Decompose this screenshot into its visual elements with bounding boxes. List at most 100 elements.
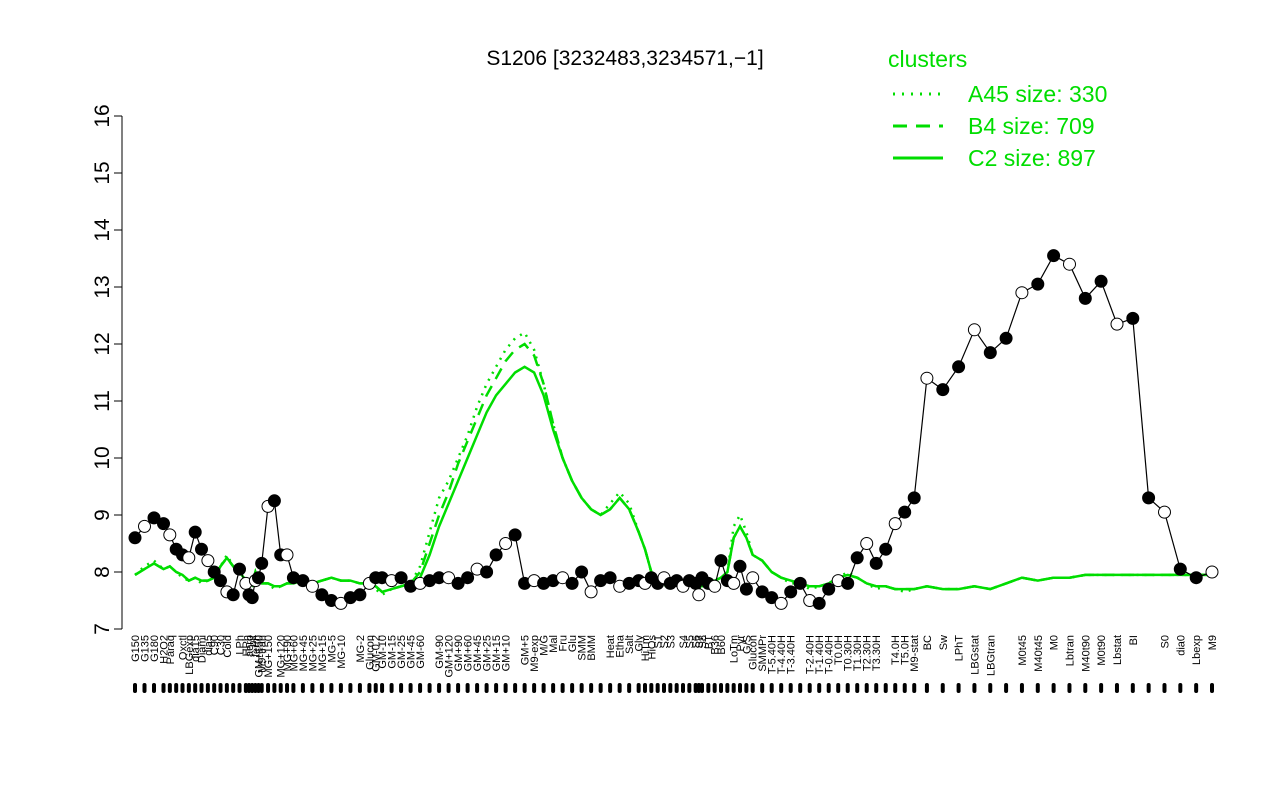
x-tick-label: MG+45 [298,635,310,671]
x-tick-label: T-3.40H [786,635,798,674]
data-point [1189,571,1203,585]
rug-marker [636,683,641,693]
data-point [556,571,570,585]
rug-marker [142,683,147,693]
rug-marker [1210,683,1214,693]
x-tick-label: Diami [197,635,209,663]
x-tick-label: BT [703,635,715,649]
data-point [784,585,798,599]
y-tick-label: 11 [91,390,114,412]
rug-marker [174,683,179,693]
x-tick-label: GM+120 [444,635,456,678]
x-tick-label: T2.30H [862,635,874,671]
x-tick-label: G135 [140,635,152,662]
rug-marker [348,683,353,693]
data-point [850,551,864,565]
data-point [226,588,240,602]
rug-marker [661,683,666,693]
rug-marker [247,683,252,693]
rug-marker [541,683,546,693]
rug-marker [725,683,730,693]
data-point [255,556,269,570]
data-point [920,371,934,385]
x-tick-label: GM+5 [520,635,532,665]
y-tick-label: 13 [91,275,114,298]
x-tick-label: T0.0H [833,635,845,665]
x-tick-label: GM-25 [396,635,408,669]
chart-title: S1206 [3232483,3234571,−1] [486,47,763,70]
series-line-dashed [134,342,1212,594]
data-point [267,494,281,508]
x-tick-label: HiTm [640,635,652,661]
data-point [733,559,747,573]
rug-marker [484,683,489,693]
data-point [442,571,456,585]
rug-marker [278,683,283,693]
x-tick-label: GM+90 [453,635,465,671]
rug-marker [399,683,404,693]
data-point [812,596,826,610]
x-tick-label: S3 [665,635,677,648]
rug-marker [494,683,499,693]
rug-marker [465,683,470,693]
x-tick-label: Salt [624,635,636,654]
data-point [1126,311,1140,325]
data-point [233,562,246,576]
rug-marker [893,683,898,693]
rug-marker [167,683,172,693]
x-tick-label: aero [244,635,256,657]
rug-marker [152,683,157,693]
rug-marker [700,683,705,693]
x-tick-label: S7 [694,635,706,648]
data-point [755,585,769,599]
data-point [869,556,883,570]
x-tick-label: GM+150 [254,635,266,678]
data-point [879,542,893,556]
x-tick-label: LoTm [729,635,741,663]
x-tick-label: BC [922,635,934,650]
rug-marker [513,683,518,693]
data-point [739,582,753,596]
x-tick-label: B36 [710,635,722,655]
data-point [584,585,598,599]
y-axis: 7 8 9 10 11 12 13 14 15 16 [91,104,123,635]
rug-marker [231,683,236,693]
data-point [822,582,836,596]
x-tick-label: ferm [250,635,262,657]
data-point [252,571,265,585]
rug-marker [133,683,137,693]
x-tick-label: Mal [548,635,560,653]
rug-marker [826,683,831,693]
data-point [499,537,513,550]
data-point [353,588,367,602]
x-tick-label: GM+60 [463,635,475,671]
rug-marker [1162,683,1167,693]
rug-marker [617,683,622,693]
data-point [1173,562,1187,576]
x-tick-label: Cold [222,635,234,658]
data-point [1063,257,1076,271]
rug-marker [243,683,248,693]
data-point [1110,317,1124,331]
series-line-dotted [134,330,1212,597]
rug-marker [389,683,394,693]
data-point [305,579,319,593]
x-tick-label: MG+25 [307,635,319,671]
rug-marker [1004,683,1009,693]
rug-marker [259,683,264,693]
x-tick-label: Etha [615,634,627,658]
rug-marker [972,683,977,693]
points-line [134,254,1213,605]
data-point [508,528,522,542]
rug-marker [1194,683,1199,693]
x-tick-label: M0t90 [1096,635,1108,666]
x-tick-label: T-5.40H [767,635,779,674]
x-tick-label: HPh [241,635,253,656]
rug-marker [253,683,258,693]
rug-marker [655,683,660,693]
data-point [461,571,475,585]
x-tick-label: C90 [209,635,221,655]
data-point [394,571,408,585]
x-tick-label: GM-10 [377,635,389,669]
